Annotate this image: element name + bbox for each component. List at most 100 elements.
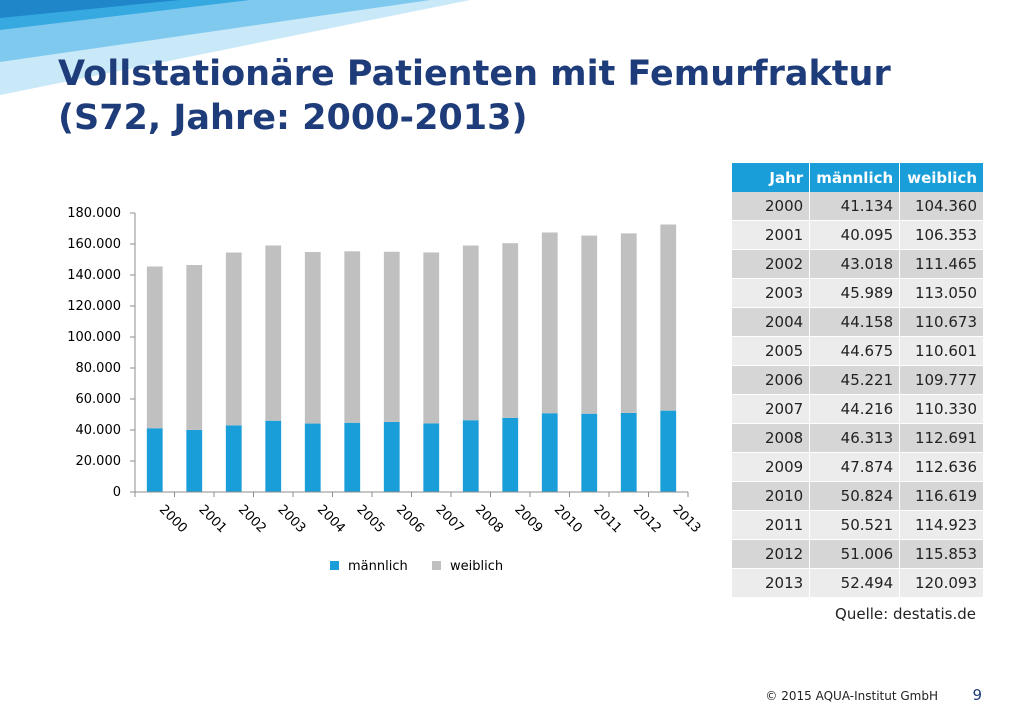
cell-weiblich: 104.360	[899, 192, 984, 221]
y-tick-label: 120.000	[67, 299, 121, 314]
bar-männlich-2009	[502, 417, 519, 492]
y-tick-label: 100.000	[67, 330, 121, 345]
table-row: 2004 44.158 110.673	[732, 307, 984, 337]
table-row: 2006 45.221 109.777	[732, 365, 984, 395]
cell-weiblich: 112.636	[899, 452, 984, 482]
bar-männlich-2010	[541, 413, 558, 492]
slide-title-line-2: (S72, Jahre: 2000-2013)	[58, 98, 528, 138]
bar-weiblich-2013	[660, 224, 677, 411]
cell-year: 2009	[732, 452, 811, 482]
bar-weiblich-2003	[265, 245, 282, 421]
bar-männlich-2013	[660, 410, 677, 492]
x-tick-label-2013: 2013	[669, 502, 703, 536]
x-tick-label-2002: 2002	[235, 502, 269, 536]
bar-männlich-2003	[265, 420, 282, 492]
cell-maennlich: 44.675	[809, 336, 901, 366]
cell-maennlich: 44.216	[809, 394, 901, 424]
x-tick-label-2001: 2001	[195, 502, 229, 536]
y-tick-label: 20.000	[76, 454, 122, 469]
bar-weiblich-2009	[502, 243, 519, 418]
chart-legend: männlich weiblich	[330, 559, 503, 574]
bar-männlich-2001	[186, 429, 203, 492]
y-axis-tick-labels: 0 20.000 40.000 60.000 80.000 100.000 120.000 1…	[67, 206, 135, 500]
table-header-row: Jahr männlich weiblich	[732, 163, 984, 192]
cell-weiblich: 112.691	[899, 423, 984, 453]
cell-maennlich: 50.521	[809, 510, 901, 540]
header-maennlich: männlich	[809, 163, 901, 192]
table-row: 2008 46.313 112.691	[732, 423, 984, 453]
cell-maennlich: 43.018	[809, 249, 901, 279]
bar-weiblich-2004	[304, 252, 321, 424]
chart-axes	[134, 213, 689, 497]
header-decoration	[0, 0, 470, 95]
bar-weiblich-2006	[383, 251, 400, 422]
x-tick-label-2000: 2000	[156, 502, 190, 536]
legend-label-männlich: männlich	[348, 559, 408, 574]
cell-year: 2000	[732, 192, 811, 221]
y-tick-label: 60.000	[76, 392, 122, 407]
bar-weiblich-2001	[186, 265, 203, 430]
x-tick-label-2006: 2006	[393, 502, 427, 536]
bar-weiblich-2010	[541, 232, 558, 414]
table-row: 2007 44.216 110.330	[732, 394, 984, 424]
cell-maennlich: 52.494	[809, 568, 901, 598]
x-tick-label-2008: 2008	[472, 502, 506, 536]
cell-year: 2002	[732, 249, 811, 279]
cell-weiblich: 111.465	[899, 249, 984, 279]
cell-weiblich: 120.093	[899, 568, 984, 598]
slide-title: Vollstationäre Patienten mit Femurfraktu…	[58, 52, 891, 140]
cell-year: 2010	[732, 481, 811, 511]
cell-maennlich: 41.134	[809, 192, 901, 221]
bar-männlich-2012	[620, 412, 637, 492]
bar-weiblich-2012	[620, 233, 637, 413]
x-tick-label-2007: 2007	[432, 502, 466, 536]
legend-label-weiblich: weiblich	[450, 559, 503, 574]
data-table: Jahr männlich weiblich 2000 41.134 104.360…	[732, 163, 984, 598]
x-axis-tick-labels: 2000 2001 2002 2003 2004 2005 2006 2007 2008 2009…	[156, 502, 704, 536]
y-tick-label: 40.000	[76, 423, 122, 438]
x-tick-label-2003: 2003	[274, 502, 308, 536]
table-row: 2011 50.521 114.923	[732, 510, 984, 540]
cell-maennlich: 45.989	[809, 278, 901, 308]
x-tick-label-2010: 2010	[551, 502, 585, 536]
copyright-footer: © 2015 AQUA-Institut GmbH	[765, 689, 938, 703]
cell-weiblich: 115.853	[899, 539, 984, 569]
x-tick-label-2005: 2005	[353, 502, 387, 536]
cell-weiblich: 109.777	[899, 365, 984, 395]
cell-year: 2011	[732, 510, 811, 540]
cell-maennlich: 51.006	[809, 539, 901, 569]
x-tick-label-2004: 2004	[314, 502, 348, 536]
y-tick-label: 180.000	[67, 206, 121, 221]
y-tick-label: 140.000	[67, 268, 121, 283]
cell-maennlich: 45.221	[809, 365, 901, 395]
cell-weiblich: 113.050	[899, 278, 984, 308]
cell-year: 2005	[732, 336, 811, 366]
bar-männlich-2005	[344, 422, 361, 492]
cell-weiblich: 116.619	[899, 481, 984, 511]
bar-männlich-2000	[146, 428, 163, 492]
cell-weiblich: 110.673	[899, 307, 984, 337]
bar-männlich-2006	[383, 421, 400, 492]
stacked-bar-chart: 0 20.000 40.000 60.000 80.000 100.000 120.000 1…	[67, 206, 704, 574]
cell-year: 2007	[732, 394, 811, 424]
y-tick-label: 0	[113, 485, 121, 500]
bar-weiblich-2007	[423, 252, 440, 424]
table-row: 2009 47.874 112.636	[732, 452, 984, 482]
cell-maennlich: 50.824	[809, 481, 901, 511]
bar-männlich-2007	[423, 423, 440, 492]
table-row: 2001 40.095 106.353	[732, 220, 984, 250]
slide-title-line-1: Vollstationäre Patienten mit Femurfraktu…	[58, 54, 891, 94]
cell-maennlich: 47.874	[809, 452, 901, 482]
cell-weiblich: 110.330	[899, 394, 984, 424]
table-row: 2003 45.989 113.050	[732, 278, 984, 308]
bar-weiblich-2011	[581, 235, 598, 414]
cell-weiblich: 106.353	[899, 220, 984, 250]
bar-männlich-2008	[462, 420, 479, 492]
cell-weiblich: 114.923	[899, 510, 984, 540]
bar-weiblich-2005	[344, 251, 361, 423]
bar-männlich-2002	[225, 425, 242, 492]
legend-swatch-weiblich	[432, 561, 441, 570]
legend-swatch-männlich	[330, 561, 339, 570]
table-row: 2000 41.134 104.360	[732, 192, 984, 221]
source-note: Quelle: destatis.de	[835, 605, 976, 623]
